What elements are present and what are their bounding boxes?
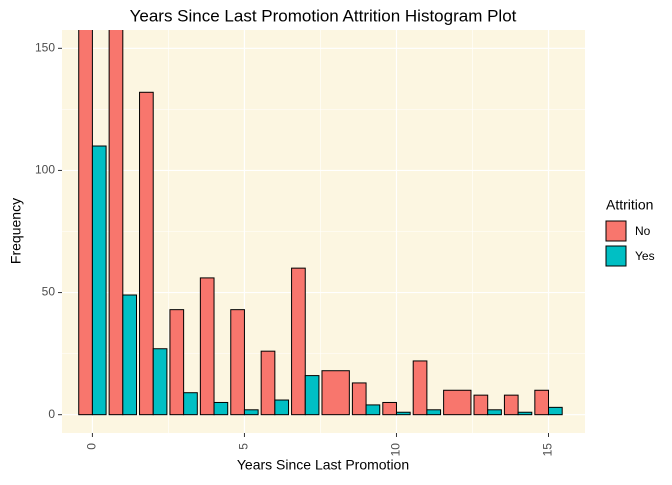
x-axis-title: Years Since Last Promotion bbox=[237, 457, 409, 473]
bar bbox=[183, 392, 198, 416]
bar bbox=[412, 360, 428, 416]
legend-label: Yes bbox=[635, 249, 655, 263]
bar bbox=[139, 91, 154, 416]
x-tick-label: 10 bbox=[389, 443, 403, 457]
bar bbox=[274, 399, 290, 416]
bar bbox=[321, 370, 350, 416]
bar bbox=[365, 404, 381, 416]
y-tick-label: 100 bbox=[35, 163, 55, 177]
y-tick-label: 50 bbox=[42, 285, 56, 299]
bar bbox=[169, 309, 185, 416]
x-tick-label: 15 bbox=[541, 443, 555, 457]
bar bbox=[152, 348, 168, 416]
bar bbox=[304, 375, 320, 416]
legend-label: No bbox=[635, 224, 651, 238]
legend-title: Attrition bbox=[606, 197, 653, 213]
y-tick-label: 0 bbox=[48, 407, 55, 421]
chart-title: Years Since Last Promotion Attrition His… bbox=[130, 6, 517, 25]
bar bbox=[260, 350, 276, 416]
bar bbox=[443, 389, 472, 416]
bar bbox=[503, 394, 519, 416]
y-axis-title: Frequency bbox=[8, 198, 24, 264]
bar bbox=[534, 389, 550, 416]
bar bbox=[473, 394, 489, 416]
bar bbox=[243, 409, 259, 416]
bar bbox=[548, 406, 563, 416]
bar bbox=[517, 411, 533, 416]
bar bbox=[230, 309, 245, 416]
bar bbox=[487, 409, 502, 416]
bar bbox=[291, 267, 306, 416]
bar bbox=[351, 382, 367, 416]
bar bbox=[395, 411, 411, 416]
bar bbox=[382, 401, 397, 416]
bar bbox=[213, 401, 229, 416]
bar bbox=[108, 30, 124, 416]
bar bbox=[91, 145, 107, 416]
bar bbox=[78, 30, 93, 416]
bars bbox=[78, 30, 563, 416]
legend-key bbox=[605, 245, 627, 267]
y-tick-label: 150 bbox=[35, 40, 55, 54]
legend-key bbox=[605, 220, 627, 242]
x-tick-label: 0 bbox=[85, 443, 99, 450]
bar bbox=[199, 277, 215, 416]
x-tick-label: 5 bbox=[237, 443, 251, 450]
bar bbox=[122, 294, 137, 416]
bar bbox=[426, 409, 442, 416]
